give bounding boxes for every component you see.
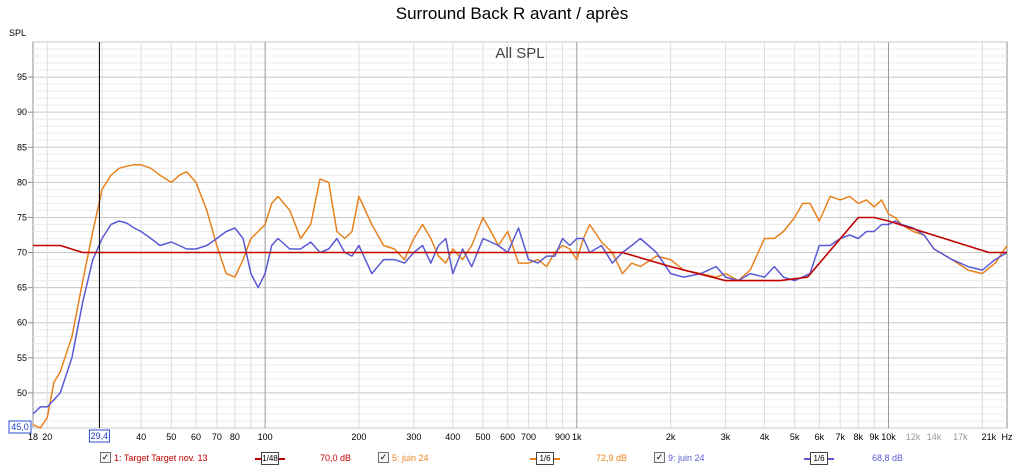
smoothing-button-target[interactable]: 1/48	[261, 452, 279, 465]
x-tick-label: 20	[42, 432, 52, 442]
x-tick-label: 600	[500, 432, 515, 442]
series-line-5	[32, 164, 1008, 429]
y-tick-label: 55	[17, 353, 27, 363]
x-tick-label: 300	[406, 432, 421, 442]
grid	[33, 41, 1007, 429]
x-tick-label: 8k	[854, 432, 864, 442]
legend-level-9: 68,8 dB	[872, 453, 904, 463]
y-tick-label: 75	[17, 212, 27, 222]
frequency-cursor-label: 29,4	[91, 431, 109, 441]
series-layer	[32, 164, 1008, 429]
legend-checkbox-9[interactable]: ✓	[654, 452, 665, 463]
x-tick-label: 21k	[982, 432, 997, 442]
x-tick-label: 50	[166, 432, 176, 442]
legend-swatch-9: 1/6	[804, 452, 834, 465]
y-axis-ticks: 95 90 85 80 75 70 65 60 55 50	[17, 72, 33, 398]
series-line-target	[33, 216, 1007, 282]
y-tick-label: 70	[17, 248, 27, 258]
chart-plot[interactable]: All SPL 95 90 85 80 75 70 65 60 55 50 18 20 40 50 60 7…	[0, 0, 1024, 448]
x-tick-label: 2k	[666, 432, 676, 442]
x-tick-label: 3k	[721, 432, 731, 442]
legend-checkbox-5[interactable]: ✓	[378, 452, 389, 463]
legend-level-target: 70,0 dB	[320, 453, 352, 463]
series-line-9	[32, 220, 1008, 415]
x-tick-label: 70	[212, 432, 222, 442]
x-tick-label: 200	[351, 432, 366, 442]
x-tick-label: 40	[136, 432, 146, 442]
x-tick-label: 12k	[906, 432, 921, 442]
chart-subtitle: All SPL	[495, 45, 544, 62]
legend-label-9: 9: juin 24	[668, 453, 705, 463]
x-tick-label: 1k	[572, 432, 582, 442]
y-tick-label: 95	[17, 72, 27, 82]
y-tick-label: 65	[17, 283, 27, 293]
x-tick-label: 100	[258, 432, 273, 442]
legend-swatch-target: 1/48	[255, 452, 285, 465]
x-tick-label: 700	[521, 432, 536, 442]
legend-level-5: 72,9 dB	[596, 453, 628, 463]
x-tick-label: 6k	[815, 432, 825, 442]
legend-checkbox-target[interactable]: ✓	[100, 452, 111, 463]
legend-label-5: 5: juin 24	[392, 453, 429, 463]
y-axis-label: SPL	[9, 28, 27, 38]
level-cursor-box[interactable]	[8, 420, 32, 434]
smoothing-button-9[interactable]: 1/6	[810, 452, 828, 465]
x-tick-label: 9k	[869, 432, 879, 442]
x-tick-label: 18	[28, 432, 38, 442]
smoothing-button-5[interactable]: 1/6	[536, 452, 554, 465]
level-cursor-label: 45,0	[11, 422, 29, 432]
cursor-markers[interactable]: 29,4 45,0	[8, 42, 110, 443]
x-tick-label: 10k	[881, 432, 896, 442]
y-tick-label: 80	[17, 177, 27, 187]
x-tick-label: 900	[555, 432, 570, 442]
legend-swatch-5: 1/6	[530, 452, 560, 465]
x-tick-label: 400	[445, 432, 460, 442]
y-tick-label: 90	[17, 107, 27, 117]
frequency-cursor-box[interactable]	[88, 429, 110, 443]
y-tick-label: 50	[17, 388, 27, 398]
x-tick-label: Hz	[1002, 432, 1013, 442]
x-tick-label: 17k	[953, 432, 968, 442]
x-tick-label: 14k	[927, 432, 942, 442]
legend-label-target: 1: Target Target nov. 13	[114, 453, 208, 463]
x-tick-label: 7k	[835, 432, 845, 442]
x-axis-ticks: 18 20 40 50 60 70 80 100 200 300 400 500 600 700 900 1k…	[28, 432, 1013, 442]
y-tick-label: 60	[17, 318, 27, 328]
x-tick-label: 5k	[790, 432, 800, 442]
x-tick-label: 500	[475, 432, 490, 442]
x-tick-label: 80	[230, 432, 240, 442]
y-tick-label: 85	[17, 142, 27, 152]
x-tick-label: 4k	[760, 432, 770, 442]
legend: ✓ 1: Target Target nov. 13 1/48 70,0 dB …	[0, 448, 1024, 468]
x-tick-label: 60	[191, 432, 201, 442]
chart-title: Surround Back R avant / après	[395, 4, 629, 23]
